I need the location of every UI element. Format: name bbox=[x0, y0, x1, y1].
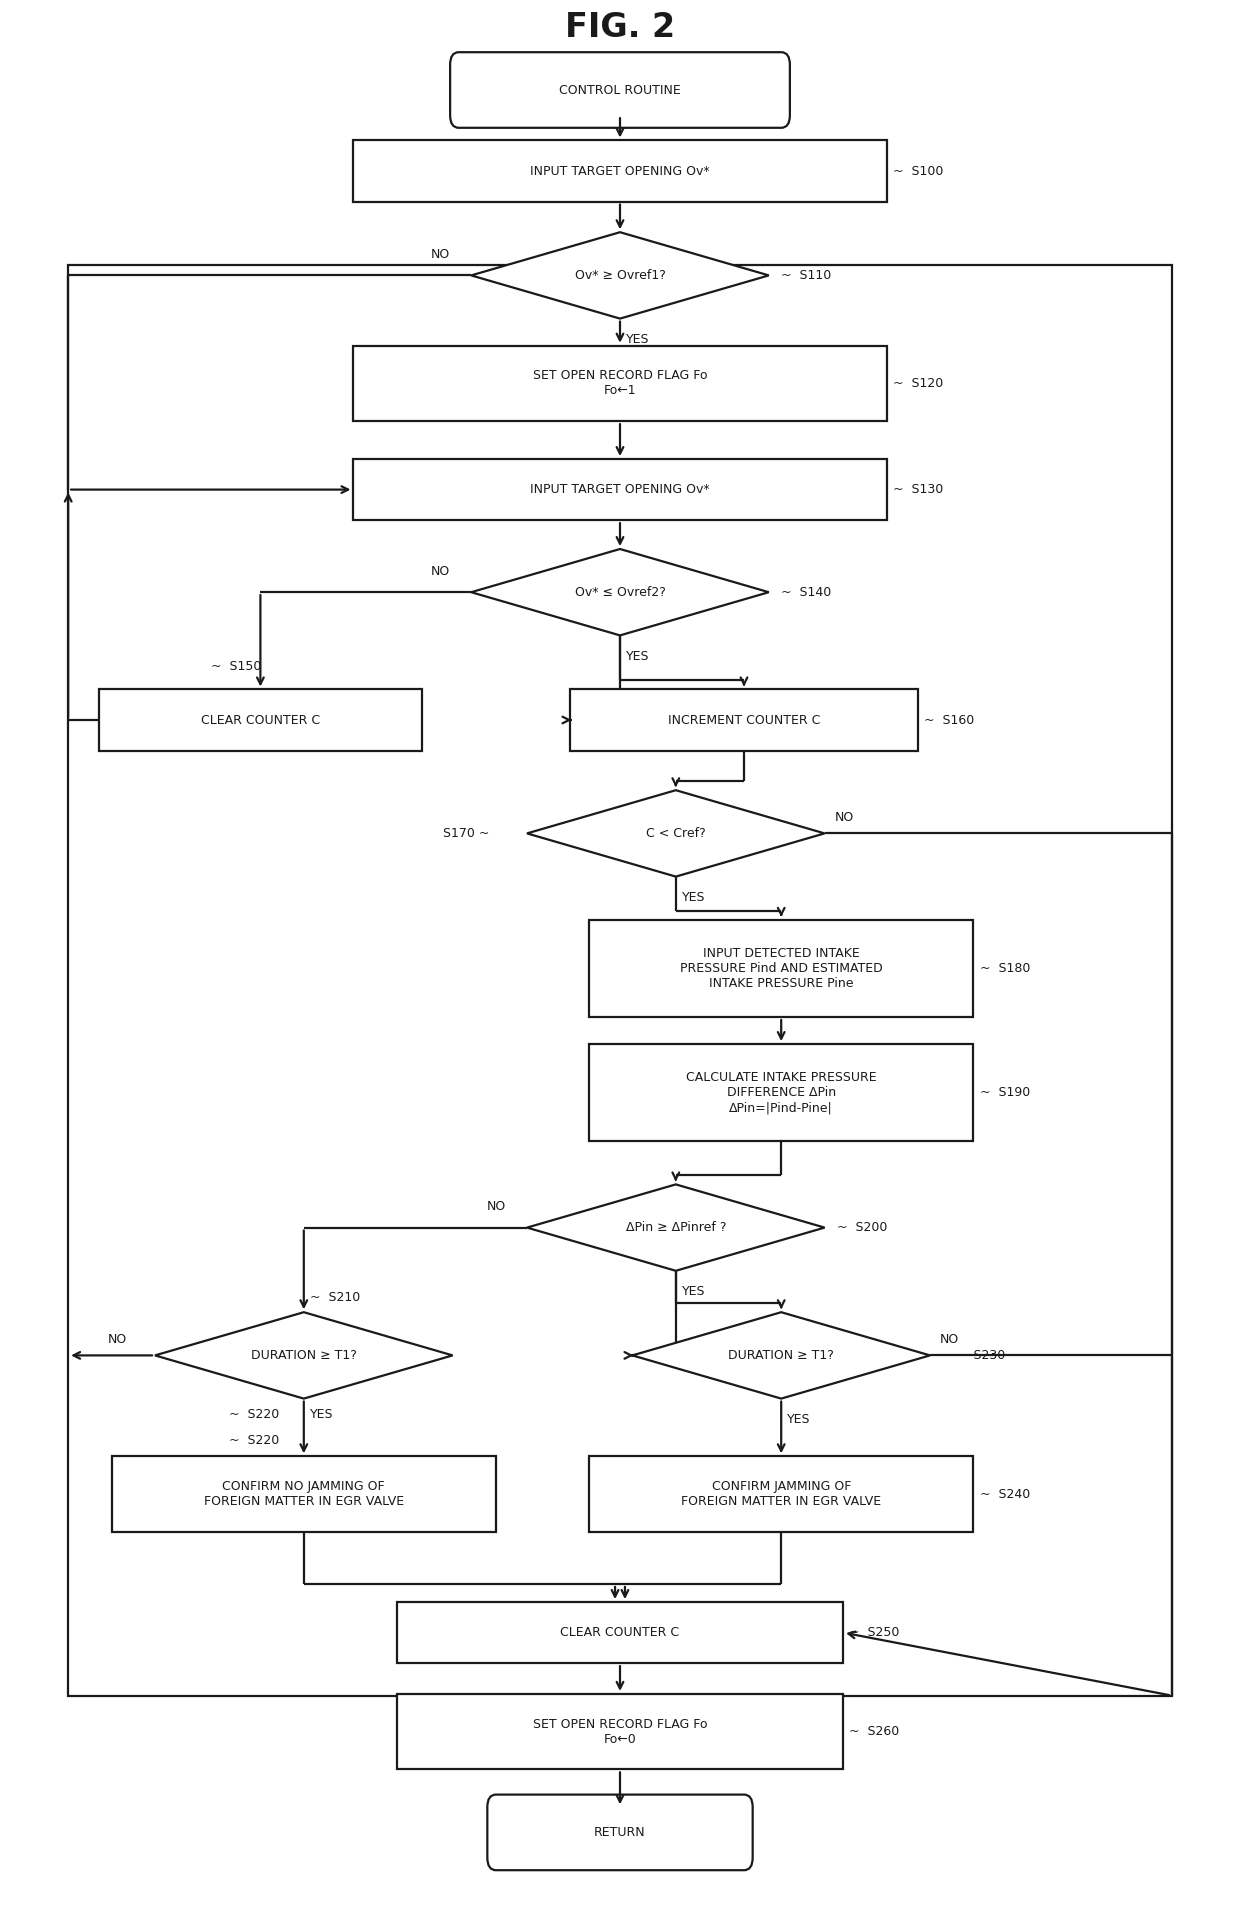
Text: YES: YES bbox=[626, 334, 650, 345]
Text: ~  S130: ~ S130 bbox=[893, 483, 944, 497]
Bar bbox=[99, 690, 422, 751]
Text: CLEAR COUNTER C: CLEAR COUNTER C bbox=[201, 713, 320, 727]
Text: NO: NO bbox=[430, 247, 450, 261]
FancyBboxPatch shape bbox=[450, 52, 790, 128]
Polygon shape bbox=[155, 1313, 453, 1399]
Text: ~  S190: ~ S190 bbox=[980, 1087, 1030, 1098]
Bar bbox=[112, 1457, 496, 1532]
Text: S170 ~: S170 ~ bbox=[444, 826, 490, 840]
Text: ~  S210: ~ S210 bbox=[310, 1292, 361, 1304]
FancyBboxPatch shape bbox=[487, 1794, 753, 1871]
Polygon shape bbox=[471, 232, 769, 318]
Text: CONTROL ROUTINE: CONTROL ROUTINE bbox=[559, 84, 681, 96]
Text: ~  S220: ~ S220 bbox=[228, 1407, 279, 1420]
Text: YES: YES bbox=[682, 891, 706, 905]
Bar bbox=[68, 265, 1172, 1697]
Text: Ov* ≤ Ovref2?: Ov* ≤ Ovref2? bbox=[574, 587, 666, 598]
Text: DURATION ≥ T1?: DURATION ≥ T1? bbox=[250, 1350, 357, 1361]
Text: CLEAR COUNTER C: CLEAR COUNTER C bbox=[560, 1626, 680, 1639]
Text: DURATION ≥ T1?: DURATION ≥ T1? bbox=[728, 1350, 835, 1361]
Text: ΔPin ≥ ΔPinref ?: ΔPin ≥ ΔPinref ? bbox=[625, 1221, 727, 1235]
Bar bbox=[589, 1457, 973, 1532]
Text: NO: NO bbox=[940, 1334, 960, 1346]
Text: ~  S240: ~ S240 bbox=[980, 1488, 1030, 1501]
Bar bbox=[397, 1695, 843, 1769]
Text: CALCULATE INTAKE PRESSURE
DIFFERENCE ΔPin
ΔPin=|Pind-Pine|: CALCULATE INTAKE PRESSURE DIFFERENCE ΔPi… bbox=[686, 1072, 877, 1114]
Text: ~  S200: ~ S200 bbox=[837, 1221, 888, 1235]
Bar bbox=[570, 690, 918, 751]
Bar bbox=[397, 1603, 843, 1664]
Bar bbox=[353, 345, 887, 422]
Polygon shape bbox=[527, 790, 825, 876]
Text: ~  S110: ~ S110 bbox=[781, 268, 832, 282]
Text: YES: YES bbox=[787, 1413, 811, 1426]
Text: NO: NO bbox=[486, 1200, 506, 1213]
Text: NO: NO bbox=[108, 1334, 128, 1346]
Text: SET OPEN RECORD FLAG Fo
Fo←0: SET OPEN RECORD FLAG Fo Fo←0 bbox=[533, 1718, 707, 1746]
Bar bbox=[589, 1045, 973, 1141]
Text: ~  S160: ~ S160 bbox=[924, 713, 975, 727]
Bar bbox=[589, 920, 973, 1018]
Text: YES: YES bbox=[310, 1407, 334, 1420]
Bar bbox=[353, 140, 887, 201]
Text: ~  S230: ~ S230 bbox=[955, 1350, 1006, 1361]
Text: ~  S140: ~ S140 bbox=[781, 587, 832, 598]
Text: INCREMENT COUNTER C: INCREMENT COUNTER C bbox=[668, 713, 820, 727]
Text: CONFIRM NO JAMMING OF
FOREIGN MATTER IN EGR VALVE: CONFIRM NO JAMMING OF FOREIGN MATTER IN … bbox=[203, 1480, 404, 1509]
Text: RETURN: RETURN bbox=[594, 1825, 646, 1838]
Text: YES: YES bbox=[682, 1284, 706, 1298]
Text: INPUT DETECTED INTAKE
PRESSURE Pind AND ESTIMATED
INTAKE PRESSURE Pine: INPUT DETECTED INTAKE PRESSURE Pind AND … bbox=[680, 947, 883, 989]
Text: NO: NO bbox=[430, 566, 450, 577]
Text: YES: YES bbox=[626, 650, 650, 663]
Text: ~  S150: ~ S150 bbox=[211, 659, 262, 673]
Text: ~  S180: ~ S180 bbox=[980, 962, 1030, 976]
Text: FIG. 2: FIG. 2 bbox=[565, 10, 675, 44]
Text: CONFIRM JAMMING OF
FOREIGN MATTER IN EGR VALVE: CONFIRM JAMMING OF FOREIGN MATTER IN EGR… bbox=[681, 1480, 882, 1509]
Text: C < Cref?: C < Cref? bbox=[646, 826, 706, 840]
Text: ~  S250: ~ S250 bbox=[849, 1626, 900, 1639]
Text: ~  S100: ~ S100 bbox=[893, 165, 944, 178]
Text: INPUT TARGET OPENING Ov*: INPUT TARGET OPENING Ov* bbox=[531, 165, 709, 178]
Bar bbox=[353, 458, 887, 520]
Text: ~  S220: ~ S220 bbox=[229, 1434, 280, 1447]
Polygon shape bbox=[632, 1313, 930, 1399]
Text: Ov* ≥ Ovref1?: Ov* ≥ Ovref1? bbox=[574, 268, 666, 282]
Text: INPUT TARGET OPENING Ov*: INPUT TARGET OPENING Ov* bbox=[531, 483, 709, 497]
Text: NO: NO bbox=[835, 811, 854, 824]
Text: SET OPEN RECORD FLAG Fo
Fo←1: SET OPEN RECORD FLAG Fo Fo←1 bbox=[533, 370, 707, 397]
Polygon shape bbox=[527, 1185, 825, 1271]
Text: ~  S120: ~ S120 bbox=[893, 378, 944, 389]
Polygon shape bbox=[471, 548, 769, 635]
Text: ~  S260: ~ S260 bbox=[849, 1725, 900, 1739]
